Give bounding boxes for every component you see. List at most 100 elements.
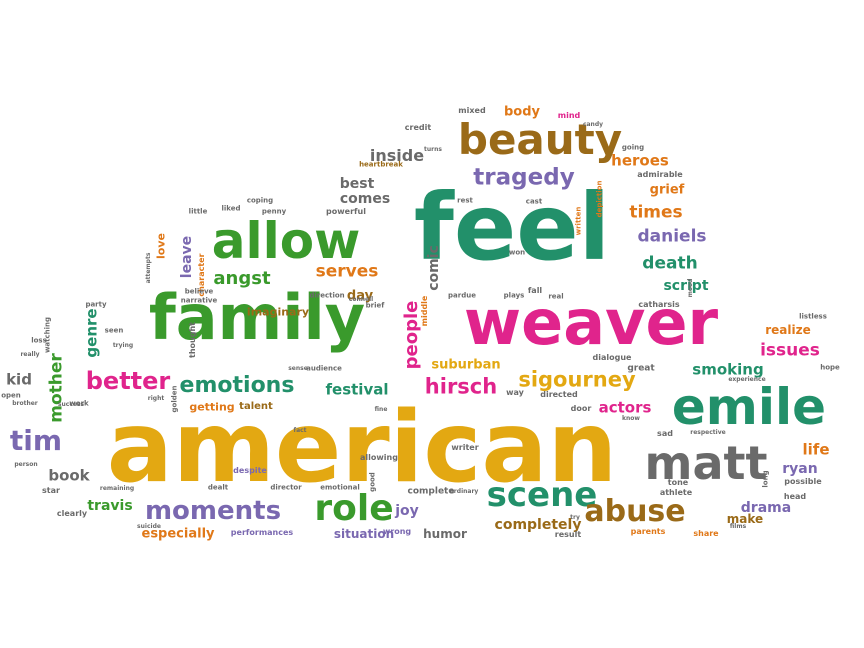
cloud-word-brief: brief	[365, 301, 385, 310]
cloud-word-liked: liked	[221, 204, 241, 213]
cloud-word-comic: comic	[426, 245, 442, 291]
cloud-word-catharsis: catharsis	[638, 300, 680, 309]
cloud-word-moments: moments	[144, 496, 282, 526]
cloud-word-mind: mind	[557, 111, 581, 120]
cloud-word-heroes: heroes	[611, 151, 669, 170]
cloud-word-performances: performances	[230, 528, 294, 537]
cloud-word-work: work	[69, 399, 89, 408]
cloud-word-feel: feel	[413, 174, 611, 281]
cloud-word-times: times	[629, 202, 683, 223]
cloud-word-going: going	[621, 143, 645, 152]
cloud-word-sense: sense	[288, 365, 308, 372]
cloud-word-best: best	[339, 176, 375, 192]
cloud-word-life: life	[802, 440, 830, 459]
cloud-word-book: book	[48, 466, 90, 485]
cloud-word-result: result	[554, 530, 582, 539]
cloud-word-realize: realize	[765, 323, 811, 337]
cloud-word-tragedy: tragedy	[473, 164, 575, 191]
cloud-word-travis: travis	[87, 498, 133, 514]
cloud-word-death: death	[642, 253, 698, 274]
cloud-word-listless: listless	[799, 312, 827, 321]
cloud-word-penny: penny	[261, 207, 287, 216]
cloud-word-allow: allow	[211, 212, 361, 270]
cloud-word-body: body	[503, 104, 541, 120]
cloud-word-direction: direction	[309, 291, 345, 300]
cloud-word-dialogue: dialogue	[592, 353, 632, 362]
cloud-word-angst: angst	[213, 268, 271, 289]
cloud-word-festival: festival	[325, 380, 389, 399]
cloud-word-mood: mood	[687, 278, 694, 298]
cloud-word-way: way	[506, 388, 524, 397]
cloud-word-wrong: wrong	[382, 527, 412, 536]
cloud-word-share: share	[693, 529, 719, 538]
cloud-word-golden: golden	[170, 385, 179, 413]
cloud-word-mixed: mixed	[458, 106, 486, 115]
cloud-word-complete: complete	[407, 486, 455, 497]
cloud-word-writer: writer	[451, 443, 479, 452]
cloud-word-suburban: suburban	[431, 357, 501, 373]
cloud-word-great: great	[627, 363, 655, 374]
cloud-word-rest: rest	[457, 196, 473, 205]
cloud-word-mother: mother	[46, 353, 67, 423]
cloud-word-turns: turns	[424, 146, 442, 153]
cloud-word-try: try	[570, 514, 580, 521]
cloud-word-imaginary: imaginary	[246, 305, 310, 319]
cloud-word-right: right	[147, 395, 165, 402]
cloud-word-respective: respective	[690, 429, 726, 436]
cloud-word-depiction: depiction	[595, 180, 604, 218]
cloud-word-believe: believe	[184, 287, 214, 296]
cloud-word-connell: connell	[348, 296, 374, 303]
cloud-word-clearly: clearly	[56, 509, 88, 518]
cloud-word-good: good	[368, 472, 377, 492]
cloud-word-cast: cast	[525, 197, 543, 206]
cloud-word-attempts: attempts	[145, 252, 152, 284]
cloud-word-loss: loss	[31, 336, 47, 345]
cloud-word-open: open	[1, 391, 21, 400]
cloud-word-watching: watching	[43, 316, 52, 354]
cloud-word-inside: inside	[369, 146, 425, 165]
cloud-word-experience: experience	[728, 376, 766, 383]
cloud-word-real: real	[548, 292, 564, 301]
cloud-word-narrative: narrative	[180, 296, 218, 305]
cloud-word-know: know	[622, 415, 640, 422]
cloud-word-tim: tim	[9, 424, 63, 457]
cloud-word-brother: brother	[12, 400, 38, 407]
cloud-word-script: script	[663, 278, 709, 294]
cloud-word-powerful: powerful	[326, 207, 366, 216]
cloud-word-emile: emile	[671, 378, 827, 436]
cloud-word-hope: hope	[820, 363, 840, 372]
cloud-word-dealt: dealt	[207, 483, 229, 492]
cloud-word-heartbreak: heartbreak	[359, 160, 403, 169]
cloud-word-love: love	[154, 233, 168, 259]
cloud-word-party: party	[85, 300, 107, 309]
cloud-word-matt: matt	[644, 436, 768, 490]
cloud-word-middle: middle	[420, 295, 429, 327]
cloud-word-smoking: smoking	[692, 360, 764, 379]
cloud-word-admirable: admirable	[637, 170, 683, 179]
cloud-word-star: star	[42, 486, 60, 495]
cloud-word-family: family	[148, 281, 366, 354]
cloud-word-trying: trying	[112, 342, 134, 349]
cloud-word-especially: especially	[141, 526, 215, 542]
cloud-word-written: written	[574, 206, 583, 236]
cloud-word-actors: actors	[598, 398, 652, 417]
cloud-word-getting: getting	[189, 400, 235, 414]
cloud-word-little: little	[188, 207, 208, 216]
cloud-word-despite: despite	[233, 466, 267, 475]
cloud-word-parents: parents	[630, 527, 666, 536]
cloud-word-joy: joy	[395, 503, 419, 519]
cloud-word-remaining: remaining	[99, 485, 135, 492]
cloud-word-people: people	[401, 300, 422, 370]
cloud-word-films: films	[729, 523, 747, 530]
cloud-word-allowing: allowing	[360, 453, 398, 462]
cloud-word-genre: genre	[82, 308, 101, 358]
cloud-word-sad: sad	[657, 429, 673, 438]
cloud-word-scene: scene	[486, 475, 598, 515]
cloud-word-athlete: athlete	[659, 488, 693, 497]
cloud-word-hirsch: hirsch	[424, 374, 498, 399]
cloud-word-candy: candy	[582, 121, 604, 128]
cloud-word-kid: kid	[6, 370, 32, 389]
cloud-word-head: head	[783, 492, 807, 501]
cloud-word-role: role	[314, 488, 394, 529]
